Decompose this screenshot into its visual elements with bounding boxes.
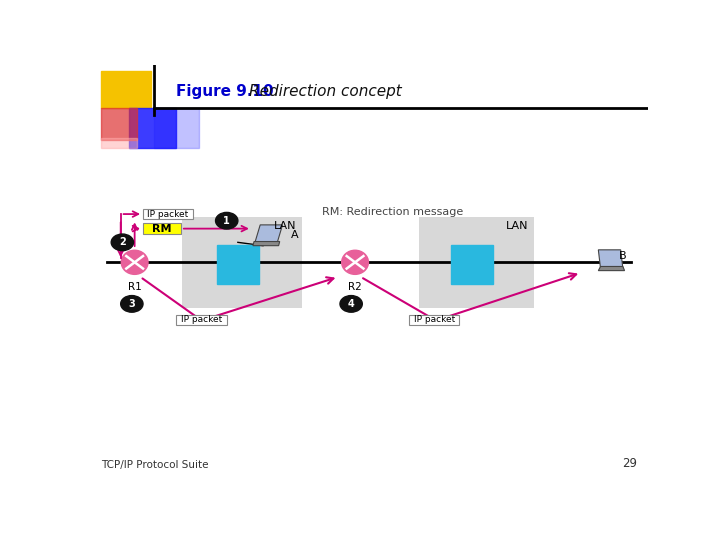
- Ellipse shape: [121, 250, 148, 274]
- Bar: [217, 245, 258, 284]
- Text: A: A: [291, 230, 299, 240]
- Polygon shape: [598, 266, 624, 271]
- Bar: [143, 208, 193, 219]
- Text: IP packet: IP packet: [148, 210, 189, 219]
- Bar: [143, 223, 181, 234]
- Text: IP packet: IP packet: [181, 315, 222, 324]
- Text: LAN: LAN: [505, 221, 528, 231]
- Circle shape: [215, 212, 238, 229]
- Text: R2: R2: [348, 282, 362, 292]
- Circle shape: [111, 234, 133, 251]
- Bar: [101, 71, 151, 109]
- Text: IP packet: IP packet: [414, 315, 455, 324]
- Bar: [182, 217, 302, 308]
- Text: RM: Redirection message: RM: Redirection message: [322, 207, 463, 218]
- Bar: [409, 315, 459, 325]
- Bar: [129, 109, 176, 148]
- Text: B: B: [619, 251, 626, 261]
- Ellipse shape: [342, 250, 369, 274]
- Bar: [101, 109, 138, 140]
- Text: TCP/IP Protocol Suite: TCP/IP Protocol Suite: [101, 460, 209, 470]
- Circle shape: [121, 295, 143, 312]
- Text: 3: 3: [128, 299, 135, 309]
- Bar: [419, 217, 534, 308]
- Text: R1: R1: [127, 282, 142, 292]
- Bar: [176, 315, 227, 325]
- Circle shape: [340, 295, 362, 312]
- Text: 29: 29: [622, 457, 637, 470]
- Text: 1: 1: [223, 215, 230, 226]
- Text: 2: 2: [119, 238, 126, 247]
- Bar: [101, 138, 138, 148]
- Bar: [154, 109, 199, 148]
- Polygon shape: [598, 250, 623, 268]
- Text: RM: RM: [152, 224, 172, 234]
- Polygon shape: [255, 225, 282, 244]
- Text: Figure 9.10: Figure 9.10: [176, 84, 274, 99]
- Bar: [451, 245, 493, 284]
- Text: Redirection concept: Redirection concept: [249, 84, 402, 99]
- Text: 4: 4: [348, 299, 354, 309]
- Text: LAN: LAN: [274, 221, 297, 231]
- Polygon shape: [253, 241, 280, 246]
